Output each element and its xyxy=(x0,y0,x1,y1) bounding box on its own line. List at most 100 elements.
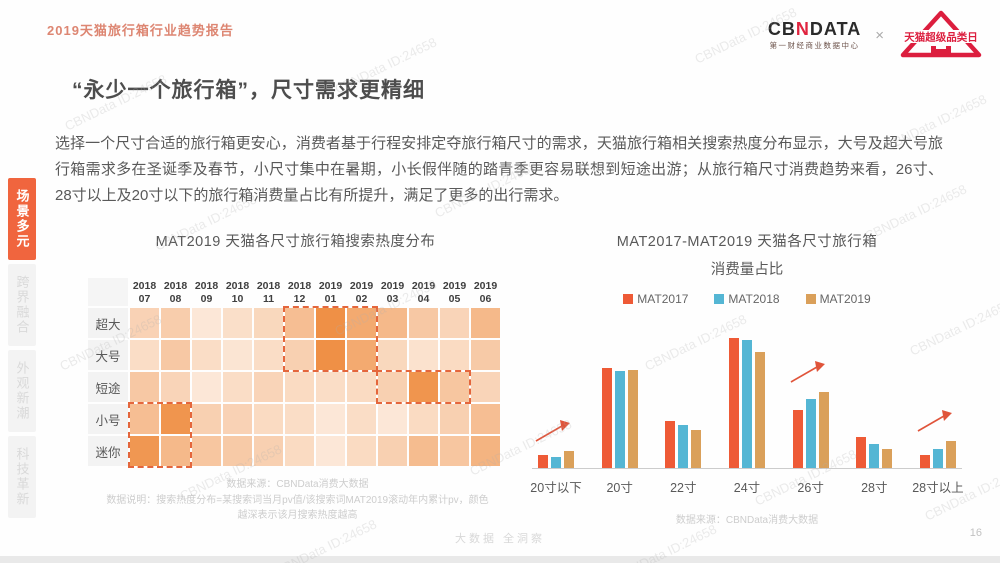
heatmap-cell xyxy=(223,340,252,370)
bar-category-label: 20寸以下 xyxy=(530,481,582,495)
heatmap-notes: 数据来源：CBNData消费大数据数据说明：搜索热度分布=某搜索词当月pv值/该… xyxy=(70,477,525,524)
heatmap-cell xyxy=(316,404,345,434)
heatmap-cell xyxy=(378,372,407,402)
sidebar-tab-3[interactable]: 外观新潮 xyxy=(8,350,36,432)
heatmap-cell xyxy=(378,308,407,338)
tmall-cat-head-icon xyxy=(931,46,951,54)
heatmap-cell xyxy=(161,340,190,370)
heatmap-column-header: 2018 10 xyxy=(225,279,250,305)
bar-chart-subtitle: 消费量占比 xyxy=(710,262,784,278)
sidebar-tab-2[interactable]: 跨界融合 xyxy=(8,264,36,346)
heatmap-cell xyxy=(378,404,407,434)
sidebar-tab-1[interactable]: 场景多元 xyxy=(8,178,36,260)
heatmap-row-label: 超大 xyxy=(88,308,128,338)
bar-MAT2019 xyxy=(627,370,638,468)
heatmap-cell xyxy=(409,436,438,466)
heatmap-cell xyxy=(409,340,438,370)
heatmap-note-line: 数据说明：搜索热度分布=某搜索词当月pv值/该搜索词MAT2019滚动年内累计p… xyxy=(106,494,489,506)
bar-MAT2018 xyxy=(741,340,752,468)
heatmap-cell xyxy=(223,436,252,466)
legend-item-MAT2017: MAT2017 xyxy=(623,292,688,306)
heatmap-cell xyxy=(285,436,314,466)
heatmap-cell xyxy=(192,308,221,338)
bar-MAT2018 xyxy=(678,425,689,468)
heatmap-cell xyxy=(223,404,252,434)
heatmap-cell xyxy=(192,404,221,434)
legend-swatch xyxy=(805,294,816,304)
body-paragraph: 选择一个尺寸合适的旅行箱更安心，消费者基于行程安排定夺旅行箱尺寸的需求，天猫旅行… xyxy=(55,135,943,204)
bar-group-26寸: 26寸 xyxy=(790,361,829,495)
heatmap-cell xyxy=(471,436,500,466)
bar-MAT2018 xyxy=(869,444,880,468)
growth-arrow-icon xyxy=(917,410,952,432)
bar-MAT2019 xyxy=(754,352,765,468)
bar-MAT2019 xyxy=(882,449,893,468)
heatmap-row-label: 大号 xyxy=(88,340,128,370)
heatmap-cell xyxy=(347,436,376,466)
heatmap-cell xyxy=(316,340,345,370)
tmall-logo-text: 天猫超级品类日 xyxy=(904,31,978,44)
sidebar-tab-4[interactable]: 科技革新 xyxy=(8,436,36,518)
heatmap-row-label: 短途 xyxy=(88,372,128,402)
bar-chart-plot: 20寸以下 20寸 22寸 24寸 26寸 28寸 28寸以上 xyxy=(530,318,964,495)
bar-MAT2019 xyxy=(945,441,956,468)
heatmap-cell xyxy=(254,372,283,402)
footer-slogan: 大数据 全洞察 xyxy=(455,533,546,545)
heatmap-row-label: 小号 xyxy=(88,404,128,434)
bar-category-label: 22寸 xyxy=(670,481,697,495)
bar-MAT2017 xyxy=(856,437,867,468)
heatmap-cell xyxy=(440,404,469,434)
heatmap-note-line: 数据来源：CBNData消费大数据 xyxy=(226,479,369,490)
heatmap-column-header: 2018 12 xyxy=(287,279,312,305)
heatmap-cell xyxy=(316,436,345,466)
bar-category-label: 24寸 xyxy=(733,481,761,495)
heatmap-cell xyxy=(254,436,283,466)
heatmap-cell xyxy=(161,436,190,466)
bar-MAT2017 xyxy=(919,455,930,468)
bar-category-label: 20寸 xyxy=(606,481,633,495)
bar-MAT2017 xyxy=(538,455,548,468)
consumption-bar-chart-section: MAT2017-MAT2019 天猫各尺寸旅行箱 消费量占比 MAT2017 MA… xyxy=(530,230,964,526)
logo-separator: × xyxy=(875,26,884,44)
bar-MAT2019 xyxy=(818,392,829,468)
report-label: 2019天猫旅行箱行业趋势报告 xyxy=(47,23,234,38)
heatmap-cell xyxy=(378,436,407,466)
section-tab-bar: 场景多元跨界融合外观新潮科技革新 xyxy=(8,178,36,518)
heatmap-cell xyxy=(130,340,159,370)
heatmap-cell xyxy=(471,340,500,370)
heatmap-cell xyxy=(223,372,252,402)
bar-MAT2019 xyxy=(564,451,574,468)
search-heat-heatmap: 2018 07 2018 08 2018 09 2018 10 2018 11 2018 12 2019… xyxy=(88,278,500,468)
heatmap-cell xyxy=(130,436,159,466)
heatmap-cell xyxy=(254,404,283,434)
heatmap-cell xyxy=(285,404,314,434)
heatmap-cell xyxy=(161,308,190,338)
heatmap-cell xyxy=(347,372,376,402)
heatmap-cell xyxy=(130,308,159,338)
heatmap-cell xyxy=(130,372,159,402)
growth-arrow-icon xyxy=(790,361,825,383)
page-title: “永少一个旅行箱”，尺寸需求更精细 xyxy=(72,79,425,103)
heatmap-cell xyxy=(316,308,345,338)
heatmap-cell xyxy=(440,308,469,338)
logo-group: CBNDATA 第一财经商业数据中心 × 天猫超级品类日 xyxy=(768,10,984,60)
heatmap-column-header: 2018 08 xyxy=(163,279,188,305)
heatmap-cell xyxy=(316,372,345,402)
bar-MAT2018 xyxy=(932,449,943,468)
bar-chart-legend: MAT2017 MAT2018 MAT2019 xyxy=(532,292,962,306)
heatmap-cell xyxy=(285,308,314,338)
heatmap-corner xyxy=(88,278,128,306)
page-number: 16 xyxy=(969,527,982,539)
heatmap-cell xyxy=(161,404,190,434)
heatmap-column-header: 2018 07 xyxy=(132,279,157,305)
bar-category-label: 26寸 xyxy=(797,481,824,495)
heatmap-cell xyxy=(285,340,314,370)
heatmap-cell xyxy=(347,340,376,370)
heatmap-cell xyxy=(471,372,500,402)
bar-category-label: 28寸以上 xyxy=(912,481,964,495)
bar-MAT2017 xyxy=(601,368,612,468)
cbndata-logo: CBNDATA 第一财经商业数据中心 xyxy=(768,19,861,50)
heatmap-cell xyxy=(254,308,283,338)
heatmap-cell xyxy=(409,372,438,402)
